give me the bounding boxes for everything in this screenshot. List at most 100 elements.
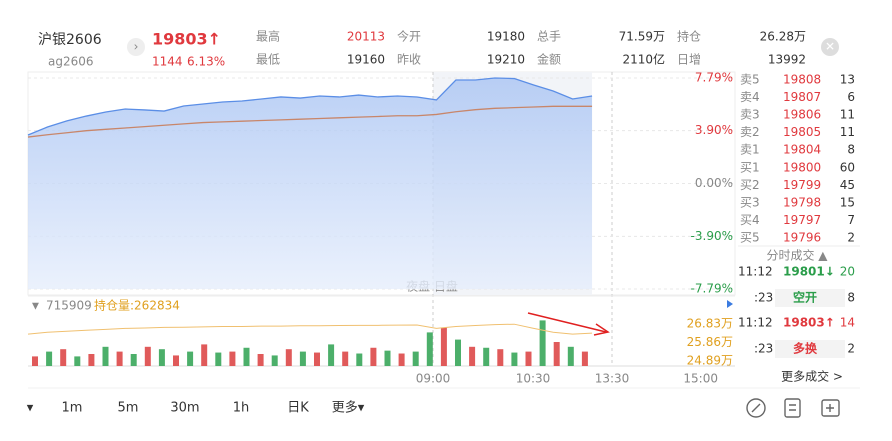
average-line [27,105,593,138]
collapse[interactable]: ▼ [32,302,39,312]
book-vol: 15 [840,196,855,210]
period-tab[interactable]: 30m [170,401,199,416]
book-label: 卖5 [740,73,760,87]
volume-bar [581,351,588,366]
trade-vol: 8 [847,291,855,305]
period-tab[interactable]: 日K [287,401,309,416]
book-vol: 2 [847,231,855,245]
play[interactable] [727,300,733,308]
arrow-head [593,323,610,336]
stat-label: 最高 [256,29,280,44]
trade-price: 空开 [793,290,817,305]
book-price: 19808 [783,73,821,87]
volume-bar [60,349,67,366]
book-price: 19798 [783,196,821,210]
book-label: 买3 [740,196,760,210]
period-tab[interactable]: 更多▾ [332,400,365,416]
volume-bar [88,354,95,366]
stat-value: 19160 [347,53,385,67]
book-price: 19796 [783,231,821,245]
volume-bar [384,350,391,366]
volume-bar [398,353,405,366]
volume-bar [215,352,222,366]
volume-bar [158,349,165,366]
period-tab[interactable]: ▾ [27,401,34,416]
trade-vol: 14 [840,316,855,330]
expand-icon: › [134,40,139,54]
x-tick-label: 15:00 [683,372,718,386]
stat-label: 总手 [537,30,561,44]
volume-total: 715909 [46,299,92,313]
book-price: 19806 [783,108,821,122]
volume-bar [187,351,194,366]
y-tick-label: -7.79% [691,282,733,296]
book-price: 19807 [783,90,821,104]
volume-bar [271,355,278,366]
volume-bar [342,351,349,366]
draw-stroke [751,403,761,413]
period-tab[interactable]: 5m [118,401,139,416]
volume-bar [46,351,53,366]
name: 沪银2606 [38,32,102,48]
volume-bar [356,353,363,366]
stat-label: 日增 [677,53,701,67]
price: 19803↑ [152,30,221,49]
note-icon[interactable] [784,398,801,418]
change-pct: 6.13% [187,55,225,69]
book-label: 买4 [740,213,760,227]
volume-bar [370,347,377,366]
volume-bar [412,351,419,366]
x-tick-label: 13:30 [595,372,630,386]
volume-bar [314,352,320,366]
stat-value: 71.59万 [619,30,665,44]
y-tick-label: 7.79% [695,71,733,85]
y-tick-label: 0.00% [695,176,733,190]
arrow [527,312,607,333]
book-label: 卖3 [740,108,760,122]
trade-price: 19801↓ [783,265,835,279]
oi-label: 持仓量:262834 [94,298,180,313]
oi-line [27,323,593,335]
book-vol: 8 [847,143,855,157]
draw-icon[interactable] [746,398,766,418]
code: ag2606 [48,55,94,69]
volume-bar [328,344,335,366]
volume-bar [144,346,151,366]
volume-bar [440,327,447,366]
more-trades[interactable]: 更多成交 > [781,369,843,384]
period-tab[interactable]: 1m [62,401,83,416]
close[interactable] [821,38,839,56]
stat-value: 19180 [487,30,525,44]
volume-bar [426,332,433,366]
volume-bar [257,354,264,366]
trade-time: :23 [754,291,773,305]
volume-bar [201,344,208,366]
volume-bar [229,351,236,366]
period-tab[interactable]: 1h [233,401,250,416]
add-icon[interactable] [821,399,840,417]
volume-bar [539,320,546,366]
stat-label: 今开 [397,29,421,44]
book-vol: 11 [840,108,855,122]
stat-value: 26.28万 [760,30,806,44]
book-price: 19800 [783,161,821,175]
volume-bar [116,351,123,366]
book-price: 19799 [783,178,821,192]
toolbar-icons [746,398,840,418]
stat-label: 昨收 [397,53,421,67]
volume-bar [130,354,137,366]
change: 1144 [152,55,183,69]
volume-bar [102,346,109,366]
volume-bar [173,355,179,366]
x-tick-label: 10:30 [516,372,551,386]
y-tick-label: 3.90% [695,123,733,137]
stat-value: 19210 [487,53,525,67]
book-label: 卖4 [740,90,760,104]
trades-title[interactable]: 分时成交 ▲ [766,248,828,263]
book-vol: 45 [840,178,855,192]
oi-tick-label: 26.83万 [687,317,733,331]
volume-bar [299,351,306,366]
note-lines [789,404,796,411]
expand[interactable] [127,38,145,56]
